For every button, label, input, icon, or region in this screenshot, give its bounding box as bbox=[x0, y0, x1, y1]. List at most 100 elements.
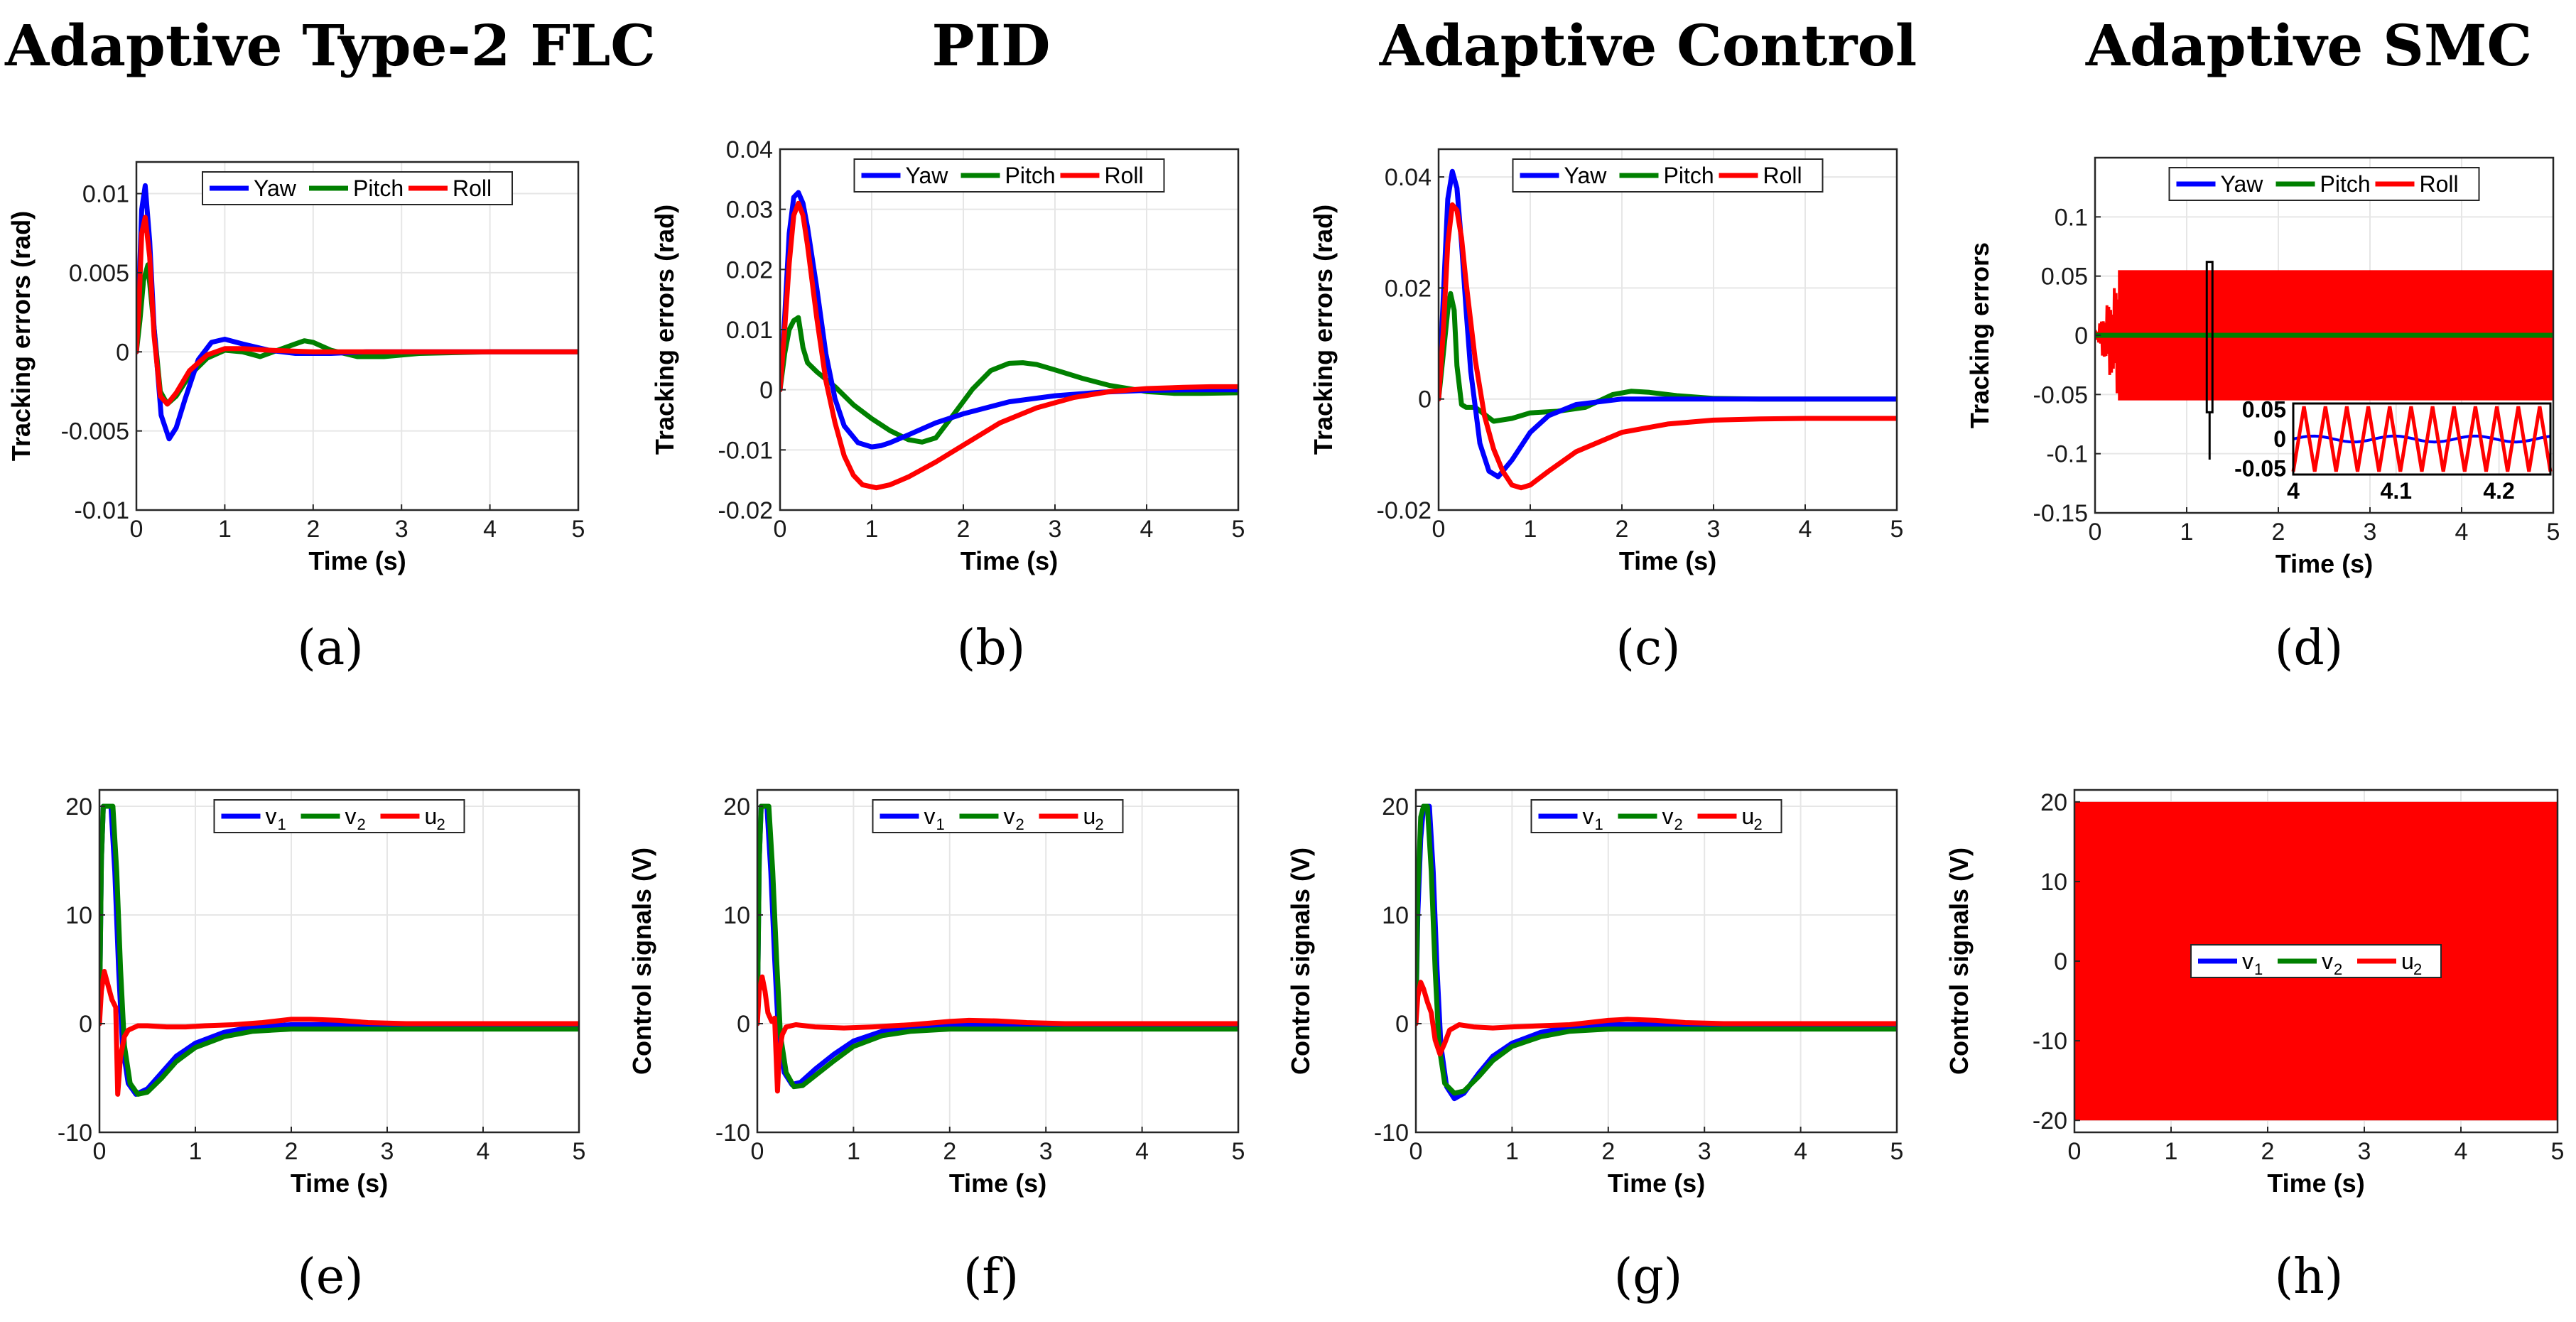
x-tick-label: 0 bbox=[130, 516, 144, 543]
plot-area bbox=[136, 162, 578, 510]
series-line-v2 bbox=[99, 803, 579, 1097]
x-axis-label: Time (s) bbox=[960, 546, 1058, 575]
x-tick-label: 2 bbox=[1616, 516, 1629, 543]
x-tick-label: 4 bbox=[1799, 516, 1812, 543]
y-axis-label: Tracking errors (rad) bbox=[650, 205, 679, 455]
y-tick-label: 0 bbox=[1395, 1011, 1409, 1038]
x-tick-label: 4 bbox=[1135, 1138, 1149, 1165]
y-tick-label: -0.15 bbox=[2033, 500, 2089, 527]
legend-label-2: v bbox=[1004, 803, 1015, 829]
x-axis-label: Time (s) bbox=[1608, 1169, 1705, 1198]
y-axis-label: Tracking errors (rad) bbox=[1309, 205, 1338, 455]
subplot-h: 0 1 2 3 4 5 -20 -10 0 10 20 Time (s) Control signals… bbox=[1944, 789, 2564, 1305]
y-axis-label: Tracking errors bbox=[1965, 242, 1994, 428]
y-tick-label: 10 bbox=[1382, 902, 1409, 929]
y-tick-label: 0.03 bbox=[726, 197, 773, 224]
inset-line-Yaw bbox=[2293, 434, 2551, 444]
y-tick-label: -0.1 bbox=[2046, 441, 2088, 468]
x-tick-label: 4 bbox=[483, 516, 497, 543]
y-tick-label: 20 bbox=[65, 793, 92, 820]
series-line-v2 bbox=[757, 803, 1238, 1090]
legend-label-3: Roll bbox=[453, 175, 492, 201]
x-tick-label: 3 bbox=[1049, 516, 1062, 543]
plot-area bbox=[1416, 790, 1897, 1132]
x-tick-label: 5 bbox=[573, 1138, 586, 1165]
legend-label-2: Pitch bbox=[353, 175, 404, 201]
legend-label-3: Roll bbox=[2420, 171, 2459, 197]
x-tick-label: 4 bbox=[1794, 1138, 1807, 1165]
axes-box bbox=[1414, 789, 1898, 1134]
x-tick-label: 3 bbox=[395, 516, 408, 543]
x-tick-label: 2 bbox=[2261, 1138, 2275, 1165]
y-tick-label: 0 bbox=[1418, 386, 1432, 413]
legend: Yaw Pitch Roll bbox=[853, 158, 1165, 193]
x-tick-label: 2 bbox=[2272, 519, 2285, 546]
inset-x-tick-label: 4.1 bbox=[2381, 478, 2412, 504]
inset-x-tick-label: 4 bbox=[2287, 478, 2300, 504]
series-line-Roll bbox=[1439, 202, 1897, 491]
y-tick-label: -20 bbox=[2033, 1107, 2067, 1134]
series-line-u2 bbox=[1416, 980, 1897, 1057]
axes-box bbox=[135, 161, 580, 511]
x-tick-label: 4 bbox=[2455, 519, 2469, 546]
inset-line-Roll bbox=[2291, 406, 2553, 472]
y-tick-label: 10 bbox=[2040, 869, 2067, 896]
legend: Yaw Pitch Roll bbox=[1512, 158, 1824, 193]
panel-label-b: (b) bbox=[957, 620, 1026, 676]
y-tick-label: 0.005 bbox=[69, 260, 129, 287]
legend-label-2: v bbox=[2322, 948, 2333, 974]
panel-label-d: (d) bbox=[2275, 620, 2344, 676]
x-tick-label: 3 bbox=[381, 1138, 394, 1165]
legend-label-2: v bbox=[1662, 803, 1674, 829]
y-tick-label: -0.02 bbox=[718, 497, 774, 524]
x-tick-label: 2 bbox=[285, 1138, 298, 1165]
y-tick-label: 0 bbox=[2074, 323, 2088, 350]
x-tick-label: 3 bbox=[2358, 1138, 2371, 1165]
y-tick-label: 0 bbox=[79, 1011, 92, 1038]
x-tick-label: 3 bbox=[1039, 1138, 1053, 1165]
legend-subscript-2: 2 bbox=[1016, 816, 1024, 833]
legend-label-1: Yaw bbox=[906, 163, 949, 188]
x-tick-label: 5 bbox=[1890, 516, 1904, 543]
legend-subscript-1: 1 bbox=[2254, 960, 2263, 978]
legend-subscript-1: 1 bbox=[278, 816, 286, 833]
y-tick-label: -10 bbox=[715, 1120, 750, 1147]
legend-subscript-2: 2 bbox=[2334, 960, 2342, 978]
y-tick-label: 20 bbox=[1382, 793, 1409, 820]
y-tick-label: -0.005 bbox=[61, 418, 129, 445]
x-axis-label: Time (s) bbox=[291, 1169, 388, 1198]
x-tick-label: 1 bbox=[1524, 516, 1537, 543]
legend: Yaw Pitch Roll bbox=[2168, 167, 2480, 201]
subplot-a: 0 1 2 3 4 5 -0.01 -0.005 0 0.005 0.01 Time (s) Track… bbox=[6, 161, 585, 676]
axes-box bbox=[1437, 148, 1898, 511]
legend-subscript-3: 2 bbox=[437, 816, 445, 833]
series-line-Roll bbox=[780, 200, 1238, 491]
legend-label-3: u bbox=[1083, 803, 1096, 829]
panel-label-a: (a) bbox=[297, 620, 364, 676]
y-tick-label: 0.02 bbox=[726, 256, 773, 283]
legend-label-3: u bbox=[2401, 948, 2414, 974]
y-tick-label: 0.04 bbox=[1385, 164, 1432, 191]
axes-box bbox=[756, 789, 1240, 1134]
x-tick-label: 0 bbox=[774, 516, 787, 543]
panel-label-e: (e) bbox=[297, 1249, 363, 1305]
x-tick-label: 0 bbox=[93, 1138, 107, 1165]
series-line-u2 bbox=[757, 974, 1238, 1094]
legend-subscript-1: 1 bbox=[936, 816, 945, 833]
x-tick-label: 5 bbox=[1890, 1138, 1904, 1165]
x-tick-label: 5 bbox=[1232, 1138, 1245, 1165]
legend-label-2: v bbox=[345, 803, 357, 829]
y-tick-label: 0.1 bbox=[2055, 204, 2088, 231]
x-tick-label: 5 bbox=[2551, 1138, 2565, 1165]
x-tick-label: 4 bbox=[2455, 1138, 2468, 1165]
legend-box bbox=[853, 158, 1165, 193]
series-line-u2 bbox=[99, 969, 579, 1097]
inset-zoom: 4 4.1 4.2 -0.05 0 0.05 bbox=[2234, 396, 2553, 504]
panel-label-g: (g) bbox=[1614, 1249, 1683, 1305]
panel-label-f: (f) bbox=[963, 1249, 1019, 1305]
